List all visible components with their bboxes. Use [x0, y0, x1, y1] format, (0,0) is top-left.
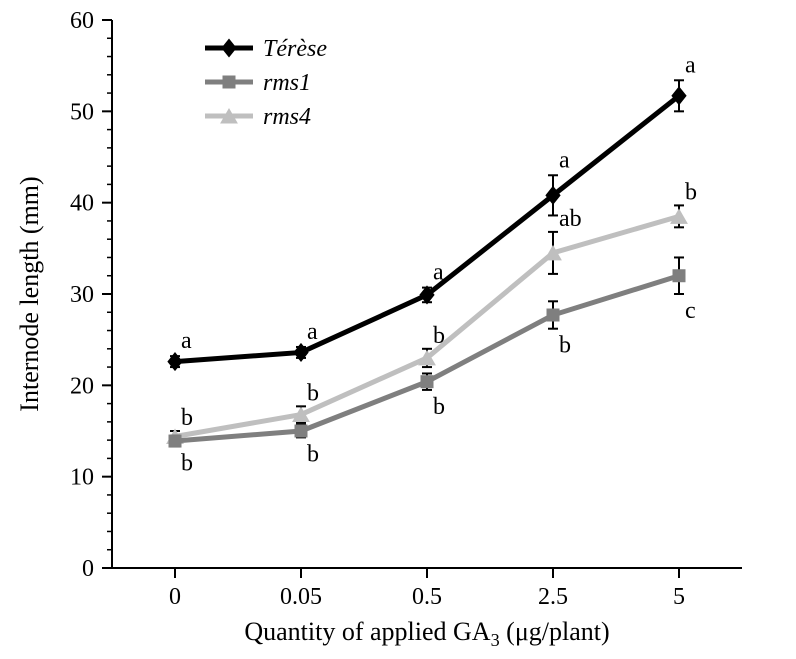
svg-text:b: b: [181, 405, 193, 431]
legend-item-rms4: rms4: [205, 104, 311, 130]
svg-text:10: 10: [70, 465, 94, 491]
svg-text:Térèse: Térèse: [263, 36, 327, 62]
svg-text:60: 60: [70, 8, 94, 34]
svg-text:a: a: [307, 319, 318, 345]
svg-text:0: 0: [82, 556, 94, 582]
svg-text:2.5: 2.5: [538, 584, 568, 610]
svg-text:Internode length (mm): Internode length (mm): [15, 176, 44, 411]
svg-text:0.5: 0.5: [412, 584, 442, 610]
line-chart: 0 10 20 30 40 50 60 0 0.05 0.5 2.5 5 Internode lengt…: [0, 0, 796, 659]
svg-text:a: a: [181, 328, 192, 354]
svg-text:0: 0: [169, 584, 181, 610]
svg-text:b: b: [307, 380, 319, 406]
svg-text:rms1: rms1: [263, 70, 311, 96]
chart-container: 0 10 20 30 40 50 60 0 0.05 0.5 2.5 5 Internode lengt…: [0, 0, 796, 659]
svg-text:40: 40: [70, 191, 94, 217]
legend-item-Térèse: Térèse: [205, 36, 327, 62]
series-rms4: [167, 205, 687, 443]
svg-text:a: a: [559, 147, 570, 173]
svg-text:30: 30: [70, 282, 94, 308]
svg-text:b: b: [559, 333, 571, 359]
svg-text:c: c: [685, 298, 696, 324]
svg-text:a: a: [685, 52, 696, 78]
svg-text:50: 50: [70, 99, 94, 125]
svg-text:Quantity of applied GA3 (μg/pl: Quantity of applied GA3 (μg/plant): [244, 617, 609, 650]
svg-text:20: 20: [70, 373, 94, 399]
svg-text:b: b: [433, 394, 445, 420]
svg-text:rms4: rms4: [263, 104, 311, 130]
series-Térèse: [168, 80, 686, 370]
svg-text:b: b: [685, 179, 697, 205]
svg-text:a: a: [433, 260, 444, 286]
svg-text:b: b: [181, 451, 193, 477]
svg-text:b: b: [307, 441, 319, 467]
legend-item-rms1: rms1: [205, 70, 311, 96]
svg-text:b: b: [433, 323, 445, 349]
svg-text:0.05: 0.05: [280, 584, 322, 610]
svg-text:5: 5: [673, 584, 685, 610]
svg-text:ab: ab: [559, 206, 582, 232]
